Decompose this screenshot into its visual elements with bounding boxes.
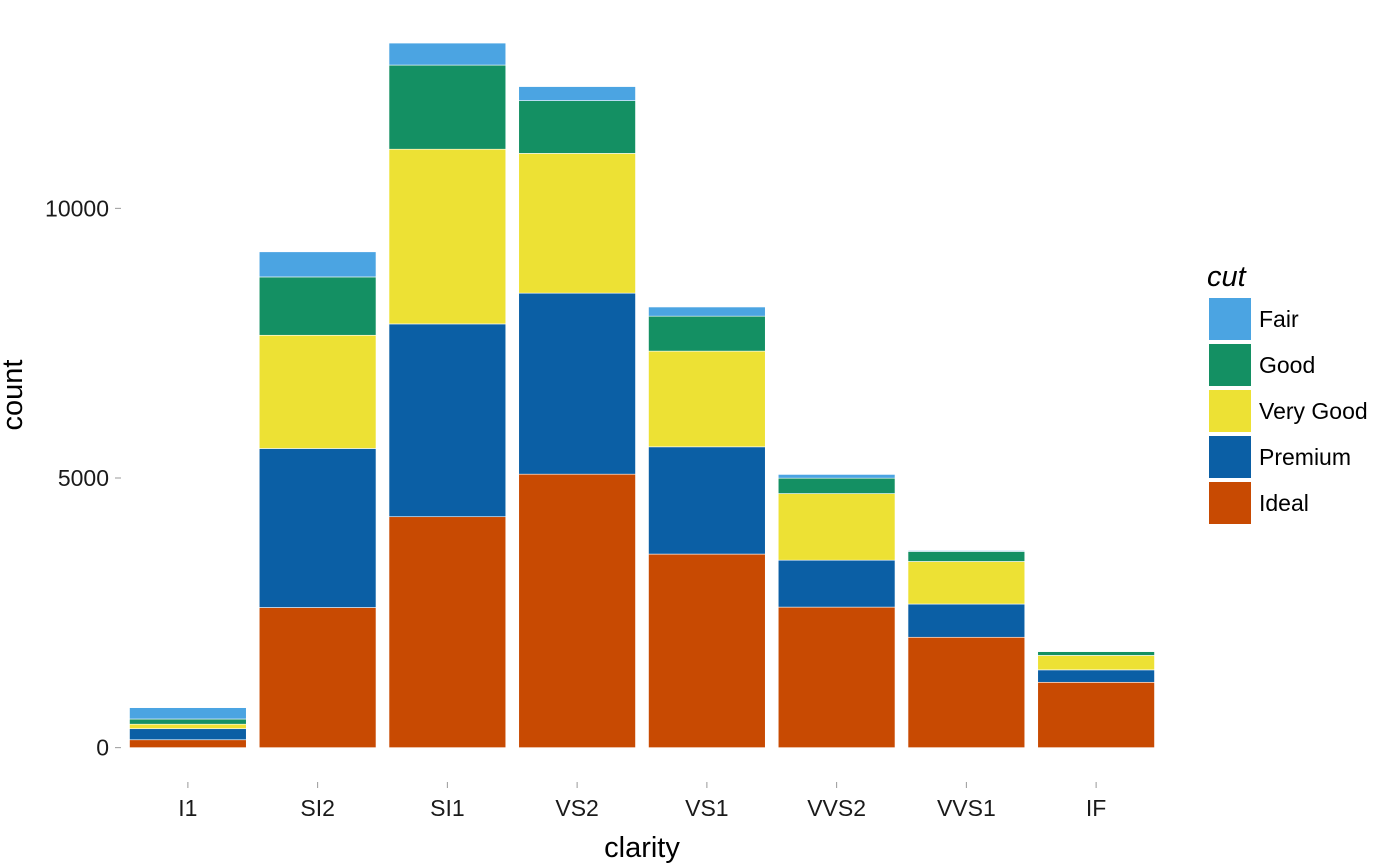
bar-si1-premium: [388, 323, 507, 518]
bar-i1-fair: [129, 707, 247, 720]
bar-if-ideal: [1037, 681, 1155, 748]
bar-vs1-very-good: [648, 350, 766, 448]
legend-label: Premium: [1259, 444, 1351, 470]
bar-vs1-premium: [648, 446, 766, 555]
bar-if-good: [1037, 651, 1155, 656]
y-axis-title: count: [0, 360, 29, 431]
y-axis: 0 5000 10000: [45, 195, 121, 761]
x-tick-label: VVS1: [937, 795, 996, 821]
legend-key-ideal: [1209, 482, 1251, 524]
bar-si2-ideal: [258, 607, 377, 748]
bar-si2-premium: [258, 448, 377, 608]
y-tick-label: 0: [96, 735, 109, 761]
bar-si1-very-good: [388, 148, 507, 325]
bar-vvs2-very-good: [777, 493, 896, 561]
bar-vs2-good: [518, 100, 636, 154]
legend: cut Fair Good Very Good Premium Ideal: [1207, 261, 1368, 524]
legend-key-very-good: [1209, 390, 1251, 432]
bar-i1-good: [129, 718, 247, 725]
x-tick-label: SI1: [430, 795, 465, 821]
legend-label: Very Good: [1259, 398, 1368, 424]
bar-vs2-very-good: [518, 153, 636, 294]
bar-vs2-premium: [518, 292, 636, 475]
bar-vs2-fair: [518, 86, 636, 101]
bar-si1-ideal: [388, 516, 507, 748]
x-tick-label: IF: [1086, 795, 1106, 821]
bar-si2-fair: [258, 251, 377, 278]
legend-key-good: [1209, 344, 1251, 386]
bar-vvs2-premium: [777, 559, 896, 608]
bar-vvs1-fair: [907, 550, 1026, 552]
bar-vvs2-good: [777, 477, 896, 494]
legend-title: cut: [1207, 261, 1248, 293]
legend-key-fair: [1209, 298, 1251, 340]
x-axis-title: clarity: [604, 832, 680, 864]
x-tick-label: I1: [178, 795, 197, 821]
y-tick-label: 10000: [45, 195, 109, 221]
legend-label: Fair: [1259, 306, 1299, 332]
bar-vvs2-fair: [777, 474, 896, 479]
legend-label: Good: [1259, 352, 1315, 378]
bar-si2-good: [258, 276, 377, 336]
x-tick-label: VS1: [685, 795, 728, 821]
bar-vvs2-ideal: [777, 606, 896, 748]
bar-i1-ideal: [129, 739, 247, 748]
legend-label: Ideal: [1259, 490, 1309, 516]
bar-vvs1-ideal: [907, 636, 1026, 748]
bar-si1-good: [388, 64, 507, 150]
bar-i1-very-good: [129, 723, 247, 730]
bar-vs2-ideal: [518, 473, 636, 748]
bar-vvs1-good: [907, 551, 1026, 562]
legend-key-premium: [1209, 436, 1251, 478]
bars-layer: [129, 42, 1155, 748]
bar-vs1-fair: [648, 306, 766, 317]
x-tick-label: VS2: [555, 795, 598, 821]
x-axis: I1 SI2 SI1 VS2 VS1 VVS2 VVS1 IF: [178, 782, 1106, 821]
bar-vvs1-premium: [907, 603, 1026, 638]
x-tick-label: SI2: [300, 795, 335, 821]
bar-vvs1-very-good: [907, 561, 1026, 605]
bar-si1-fair: [388, 42, 507, 66]
bar-si2-very-good: [258, 334, 377, 449]
bar-if-very-good: [1037, 655, 1155, 671]
bar-i1-premium: [129, 728, 247, 741]
bar-vs1-good: [648, 315, 766, 352]
bar-vs1-ideal: [648, 553, 766, 748]
y-tick-label: 5000: [58, 465, 109, 491]
bar-if-premium: [1037, 669, 1155, 683]
x-tick-label: VVS2: [807, 795, 866, 821]
